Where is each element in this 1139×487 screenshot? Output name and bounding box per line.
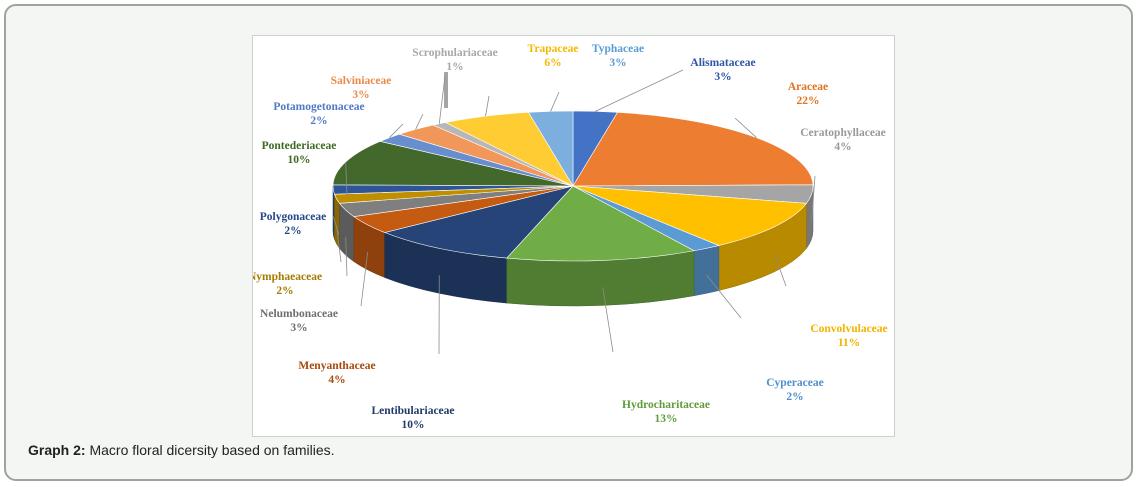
leader-line-salviniaceae (415, 113, 424, 130)
leader-line-cyperaceae (706, 275, 742, 319)
slice-label-name: Alismataceae (690, 57, 755, 69)
scrophulariaceae-marker (444, 72, 448, 108)
leader-line-menyanthaceae (360, 251, 369, 307)
leader-line-araceae (734, 117, 757, 138)
slice-label-name: Hydrocharitaceae (622, 399, 710, 411)
slice-label-name: Menyanthaceae (298, 360, 375, 372)
slice-convolvulaceae (572, 185, 808, 246)
slice-labels: Alismataceae 3% Araceae 22% Ceratophyllaceae… (253, 43, 888, 431)
slice-label-value: 2% (786, 391, 803, 403)
leader-line-typhaceae (550, 91, 560, 112)
slice-label-name: Salviniaceae (331, 75, 392, 87)
leader-line-trapaceae (485, 95, 490, 117)
slice-label-value: 1% (446, 61, 463, 73)
slice-label-value: 13% (655, 413, 678, 425)
slice-label-name: Araceae (788, 81, 828, 93)
slice-label-value: 6% (544, 57, 561, 69)
pie-chart: Alismataceae 3% Araceae 22% Ceratophyllaceae… (253, 43, 888, 431)
slice-label-name: Scrophulariaceae (412, 47, 497, 59)
leader-line-potamogetonaceae (389, 123, 404, 138)
slice-label-name: Lentibulariaceae (371, 405, 454, 417)
slice-label-name: Cyperaceae (766, 377, 823, 389)
leader-line-pontederiaceae (345, 161, 348, 197)
slice-label-value: 4% (834, 141, 851, 153)
chart-container: Alismataceae 3% Araceae 22% Ceratophyllaceae… (252, 35, 895, 437)
slice-araceae (572, 111, 814, 187)
slice-label-value: 10% (402, 419, 425, 431)
slice-label-value: 3% (290, 322, 307, 334)
figure-frame: Alismataceae 3% Araceae 22% Ceratophyllaceae… (4, 4, 1133, 481)
slice-label-name: Pontederiaceae (262, 140, 337, 152)
leader-line-scrophulariaceae (438, 75, 446, 124)
slice-label-name: Trapaceae (528, 43, 579, 55)
slice-label-value: 3% (609, 57, 626, 69)
slice-label-value: 3% (352, 89, 369, 101)
leader-line-convolvulaceae (773, 253, 787, 287)
leader-line-nelumbonaceae (345, 237, 348, 277)
slice-label-name: Polygonaceae (260, 211, 326, 223)
slice-label-value: 2% (310, 115, 327, 127)
slice-label-name: Typhaceae (592, 43, 644, 55)
slice-label-value: 2% (276, 285, 293, 297)
leader-line-nymphaeaceae (336, 225, 342, 263)
leader-line-ceratophyllaceae (811, 175, 816, 222)
leader-lines (332, 69, 816, 355)
slice-label-name: Ceratophyllaceae (800, 127, 886, 139)
leader-line-polygonaceae (332, 216, 340, 236)
slice-label-name: Nelumbonaceae (260, 308, 338, 320)
leader-line-hydrocharitaceae (602, 287, 614, 353)
slice-label-value: 11% (838, 337, 860, 349)
figure-caption: Graph 2: Macro floral dicersity based on… (28, 442, 335, 458)
pie-tops (332, 110, 814, 262)
slice-label-value: 3% (714, 71, 731, 83)
caption-prefix: Graph 2: (28, 442, 86, 458)
slice-hydrocharitaceae (506, 185, 695, 262)
slice-label-value: 2% (284, 225, 301, 237)
pie-sides (332, 185, 814, 307)
slice-label-value: 22% (797, 95, 820, 107)
leader-line-alismataceae (595, 69, 684, 112)
slice-label-value: 4% (328, 374, 345, 386)
slice-side-cyperaceae (693, 245, 720, 297)
slice-label-name: Convolvulaceae (810, 323, 887, 335)
slice-label-name: Potamogetonaceae (273, 101, 364, 113)
slice-label-name: Nymphaeaceae (253, 271, 322, 283)
caption-text: Macro floral dicersity based on families… (85, 442, 335, 458)
slice-label-value: 10% (288, 154, 311, 166)
slice-lentibulariaceae (383, 185, 574, 259)
